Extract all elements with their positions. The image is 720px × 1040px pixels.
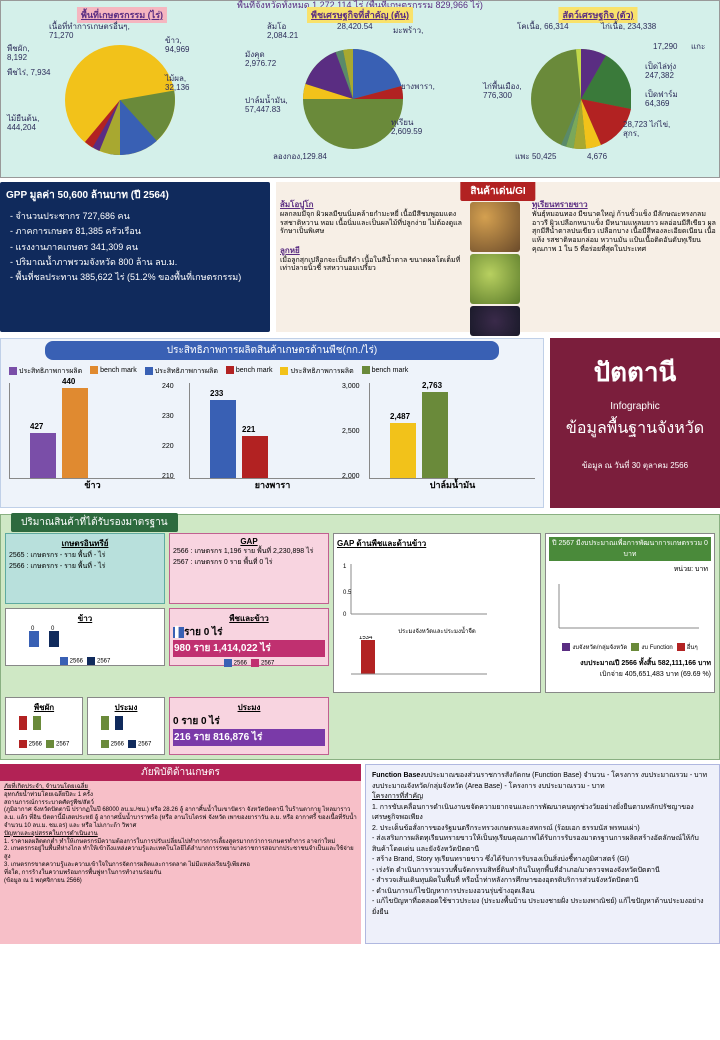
gi-image-pomelo (470, 202, 520, 252)
pie-crop: พืชเศรษฐกิจที่สำคัญ (ตัน) ส้มโอ2,084.21 … (243, 5, 477, 173)
gap-area-chart: GAP ด้านพืชและด้านข้าว 1 0.5 0 ประมงจังห… (333, 533, 541, 693)
province-card: ปัตตานี Infographic ข้อมูลพื้นฐานจังหวัด… (550, 338, 720, 508)
veg-card: พืชผัก 25662567 (5, 697, 83, 755)
svg-text:0.5: 0.5 (343, 590, 352, 596)
efficiency-panel: ประสิทธิภาพการผลิตสินค้าเกษตรด้านพืช(กก.… (0, 338, 544, 508)
rice-card: ข้าว 00 25662567 (5, 608, 165, 666)
fish2-card: ประมง 0 ราย 0 ไร่ 216 ราย 816,876 ไร่ (169, 697, 329, 755)
svg-text:0: 0 (343, 612, 347, 618)
function-panel: Function Baseงบประมาณของส่วนราชการสังกัด… (365, 764, 720, 944)
gap-card: GAP 2566 : เกษตรกร 1,196 ราย พื้นที่ 2,2… (169, 533, 329, 604)
gpp-gi-row: GPP มูลค่า 50,600 ล้านบาท (ปี 2564) - จำ… (0, 182, 720, 332)
top-pies-section: พื้นที่จังหวัดทั้งหมด 1,272,114 ไร่ (พื้… (0, 0, 720, 178)
gi-image-lime (470, 254, 520, 304)
gi-panel: สินค้าเด่น/GI ส้มโอปูโกผลกลมมีจุก ผิวผลม… (276, 182, 720, 332)
efficiency-row: ประสิทธิภาพการผลิตสินค้าเกษตรด้านพืช(กก.… (0, 338, 720, 508)
standards-section: ปริมาณสินค้าที่ได้รับรองมาตรฐาน เกษตรอิน… (0, 514, 720, 760)
budget-panel: ปี 2567 มีงบประมาณเพื่อการพัฒนาการเกษตรร… (545, 533, 715, 693)
gpp-panel: GPP มูลค่า 50,600 ล้านบาท (ปี 2564) - จำ… (0, 182, 270, 332)
pie-area: พื้นที่เกษตรกรรม (ไร่) พืชผัก,8,192 พืชไ… (5, 5, 239, 173)
gi-image-lukyee (470, 306, 520, 336)
bottom-row: ภัยพิบัติด้านเกษตร ภัยที่เกิดประจำ, จำนว… (0, 764, 720, 944)
threat-panel: ภัยพิบัติด้านเกษตร ภัยที่เกิดประจำ, จำนว… (0, 764, 361, 944)
svg-text:1534: 1534 (359, 636, 373, 641)
svg-text:1: 1 (343, 564, 347, 570)
crop-rice-card: พืชและข้าว ▌ราย 0 ไร่ 980 ราย 1,414,022 … (169, 608, 329, 666)
pie-livestock: สัตว์เศรษฐกิจ (ตัว) โคเนื้อ, 66,314 ไก่เ… (481, 5, 715, 173)
organic-card: เกษตรอินทรีย์ 2565 : เกษตรกร - ราย พื้นท… (5, 533, 165, 604)
fish-card: ประมง 25662567 (87, 697, 165, 755)
